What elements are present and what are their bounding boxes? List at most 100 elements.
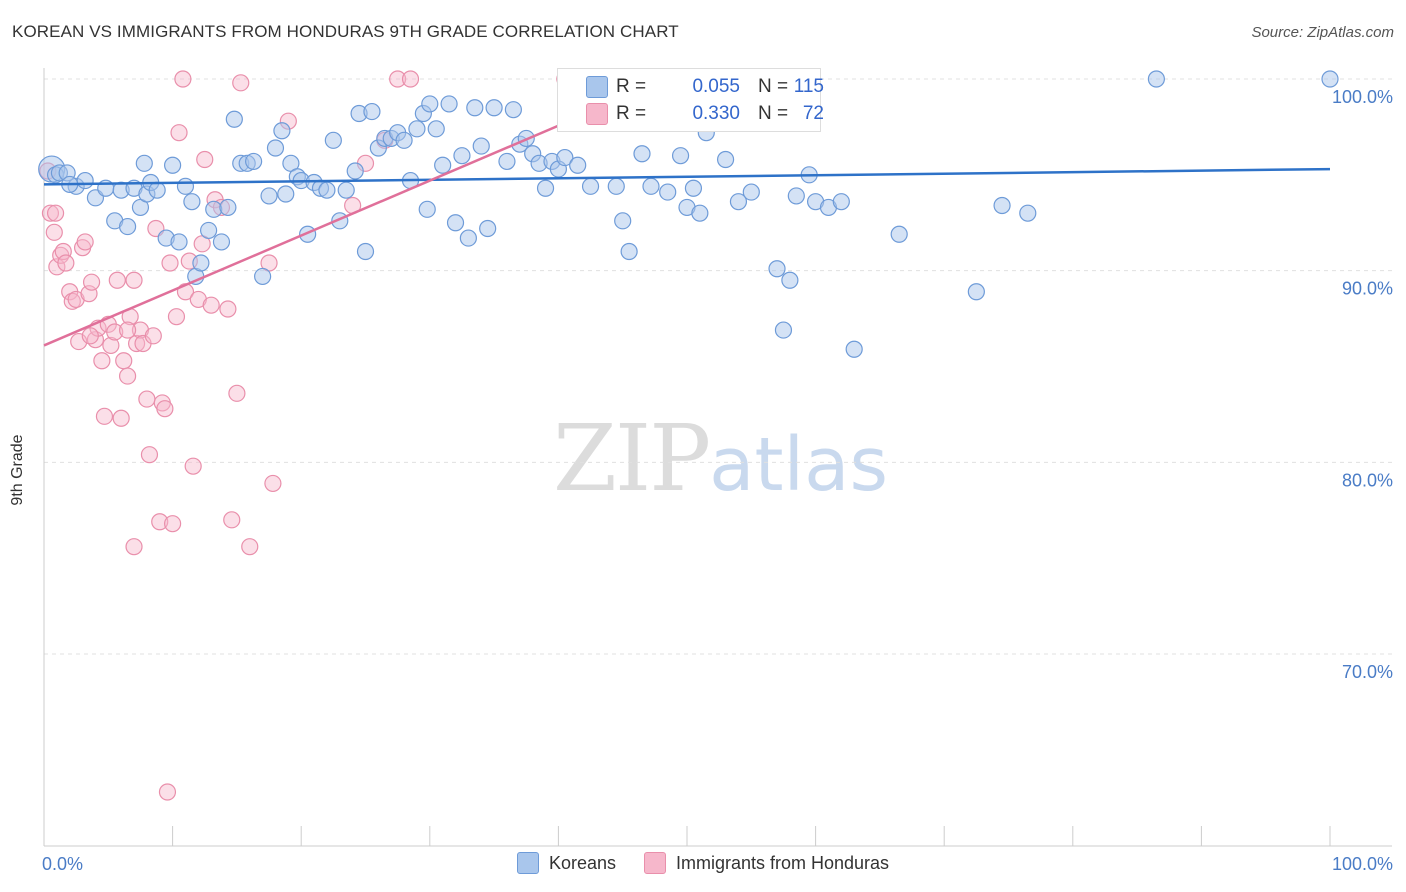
honduras-point [401, 70, 420, 88]
korean-point [729, 193, 748, 211]
korean-point [498, 152, 516, 171]
y-tick-label: 90.0% [1342, 279, 1393, 299]
korean-point [395, 131, 413, 149]
korean-point [472, 137, 490, 155]
korean-point [337, 181, 355, 199]
korean-point [200, 221, 218, 240]
honduras-point [112, 409, 130, 427]
honduras-point [232, 74, 250, 92]
honduras-point [264, 474, 282, 493]
honduras-point [144, 327, 162, 345]
honduras-point [108, 271, 126, 289]
korean-point [504, 101, 522, 119]
honduras-point [45, 223, 63, 241]
korean-point [536, 179, 555, 197]
stats-r-label: R = [616, 103, 647, 124]
korean-point [318, 181, 336, 199]
honduras-point [127, 334, 146, 353]
korean-point [845, 340, 863, 358]
korean-point [408, 120, 426, 138]
korean-point [434, 156, 452, 174]
chart-legend: Koreans Immigrants from Honduras [0, 852, 1406, 874]
korean-point [212, 233, 231, 251]
korean-point [219, 198, 237, 217]
y-tick-label: 80.0% [1342, 470, 1393, 490]
korean-point [671, 147, 690, 165]
honduras-point [202, 296, 220, 314]
korean-point [633, 145, 651, 163]
honduras-point [170, 124, 188, 142]
korean-point [787, 187, 805, 205]
honduras-point [138, 390, 156, 408]
korean-point [205, 200, 223, 218]
korean-point [614, 212, 632, 230]
honduras-point [156, 400, 174, 418]
honduras-point [115, 352, 133, 370]
korean-point [659, 183, 677, 201]
honduras-point [93, 352, 111, 370]
legend-item-honduras[interactable]: Immigrants from Honduras [643, 852, 890, 874]
korean-point [620, 242, 638, 261]
korean-point [569, 156, 587, 174]
korean-point [421, 95, 439, 113]
stats-legend: R = 0.055 N = 115 R = 0.330 N = 72 [557, 68, 824, 132]
stats-swatch-koreans [586, 76, 608, 98]
honduras-point [174, 70, 192, 88]
korean-point [485, 99, 503, 117]
honduras-point [184, 457, 202, 475]
korean-point [446, 214, 465, 232]
stats-r-value: 0.330 [692, 103, 740, 124]
stats-n-value: 72 [802, 103, 824, 124]
korean-point [324, 131, 342, 149]
stats-n-label: N = [758, 103, 789, 124]
honduras-point [196, 150, 214, 169]
honduras-point [389, 70, 407, 88]
honduras-point [95, 407, 114, 425]
stats-n-value: 115 [793, 76, 824, 97]
honduras-point [102, 336, 120, 355]
stats-swatch-honduras [586, 103, 608, 125]
legend-swatch-honduras [643, 852, 666, 874]
stats-r-label: R = [616, 76, 647, 97]
korean-point [781, 271, 799, 289]
honduras-point [76, 233, 94, 251]
honduras-point [41, 204, 60, 222]
tick-labels: 70.0% 80.0% 90.0% 100.0% 0.0% 100.0% [42, 87, 1393, 874]
korean-point [466, 99, 484, 117]
korean-point [1321, 70, 1339, 88]
korean-point [277, 185, 295, 203]
korean-point [148, 181, 166, 199]
honduras-point [228, 384, 246, 402]
korean-point [266, 139, 285, 157]
honduras-point [241, 538, 259, 556]
honduras-point [167, 308, 186, 326]
korean-point [716, 150, 735, 169]
korean-point [273, 122, 291, 140]
honduras-point [118, 321, 137, 339]
korean-trend-line [43, 167, 1331, 186]
honduras-point [118, 367, 137, 385]
korean-point [453, 147, 471, 165]
korean-point [774, 321, 793, 339]
y-tick-label: 100.0% [1332, 87, 1393, 107]
axes [43, 68, 1392, 847]
korean-point [346, 162, 364, 180]
honduras-point [164, 515, 182, 533]
honduras-point [125, 538, 143, 556]
stats-r-value: 0.055 [692, 76, 740, 97]
korean-point [607, 177, 625, 195]
korean-point [260, 187, 278, 205]
chart-source: Source: ZipAtlas.com [1251, 24, 1394, 41]
honduras-point [151, 513, 169, 531]
honduras-point [219, 300, 237, 318]
korean-point [164, 156, 182, 174]
honduras-point [140, 446, 159, 464]
korean-point [135, 154, 153, 172]
legend-label-honduras: Immigrants from Honduras [675, 852, 890, 873]
watermark-zip: ZIP [553, 405, 711, 512]
korean-point [967, 283, 985, 301]
korean-point [768, 260, 786, 278]
korean-point [742, 183, 760, 201]
watermark: ZIPatlas [553, 405, 888, 512]
legend-item-koreans[interactable]: Koreans [516, 852, 616, 874]
